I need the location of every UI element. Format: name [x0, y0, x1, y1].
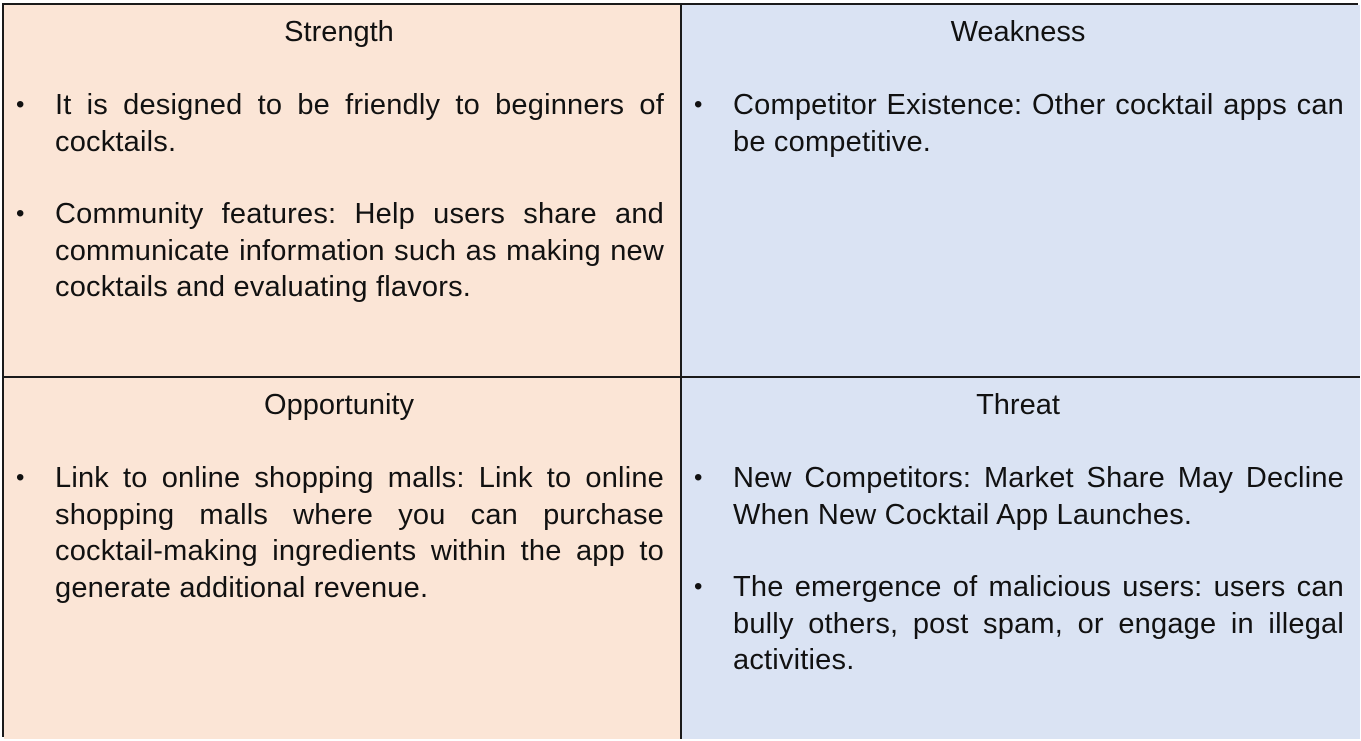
threat-list: • New Competitors: Market Share May Decli… [692, 460, 1344, 679]
strength-title: Strength [284, 16, 394, 48]
opportunity-item-1: Link to online shopping malls: Link to o… [55, 462, 664, 604]
opportunity-title: Opportunity [264, 389, 414, 421]
list-item: • The emergence of malicious users: users… [692, 569, 1344, 679]
threat-item-1: New Competitors: Market Share May Declin… [733, 462, 1344, 531]
list-item: • New Competitors: Market Share May Decli… [692, 460, 1344, 533]
bullet-icon: • [16, 91, 25, 118]
weakness-list: • Competitor Existence: Other cocktail ap… [692, 87, 1344, 160]
bullet-icon: • [694, 91, 703, 118]
list-item: • Link to online shopping malls: Link to … [14, 460, 664, 606]
swot-matrix: Strength • It is designed to be friendly … [2, 3, 1360, 739]
list-item: • It is designed to be friendly to beginn… [14, 87, 664, 160]
list-item: • Community features: Help users share an… [14, 196, 664, 306]
weakness-title: Weakness [950, 16, 1086, 48]
bullet-icon: • [694, 573, 703, 600]
strength-quadrant: Strength • It is designed to be friendly … [4, 5, 682, 378]
bullet-icon: • [16, 464, 25, 491]
threat-title: Threat [976, 389, 1060, 421]
threat-quadrant: Threat • New Competitors: Market Share Ma… [682, 378, 1360, 739]
opportunity-quadrant: Opportunity • Link to online shopping mal… [4, 378, 682, 739]
bullet-icon: • [16, 200, 25, 227]
threat-item-2: The emergence of malicious users: users … [733, 571, 1344, 676]
weakness-item-1: Competitor Existence: Other cocktail app… [733, 89, 1344, 158]
list-item: • Competitor Existence: Other cocktail ap… [692, 87, 1344, 160]
strength-item-1: It is designed to be friendly to beginne… [55, 89, 664, 158]
bullet-icon: • [694, 464, 703, 491]
opportunity-list: • Link to online shopping malls: Link to … [14, 460, 664, 606]
strength-list: • It is designed to be friendly to beginn… [14, 87, 664, 306]
weakness-quadrant: Weakness • Competitor Existence: Other co… [682, 5, 1360, 378]
strength-item-2: Community features: Help users share and… [55, 198, 664, 303]
